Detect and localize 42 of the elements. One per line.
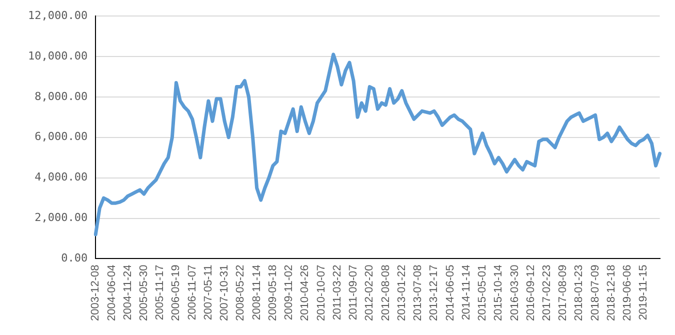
x-tick-label: 2006-05-19: [170, 264, 182, 322]
y-tick-label: 0.00: [61, 252, 88, 265]
x-tick-label: 2011-09-07: [348, 264, 360, 320]
y-tick-label: 12,000.00: [28, 8, 88, 22]
x-tick-label: 2009-11-02: [283, 264, 296, 320]
x-tick-label: 2018-01-23: [573, 264, 586, 322]
x-tick-label: 2019-11-15: [638, 264, 650, 320]
y-tick-label: 8,000.00: [34, 90, 88, 103]
x-tick-label: 2007-10-31: [218, 264, 231, 322]
x-tick-label: 2018-07-09: [589, 264, 602, 322]
x-tick-label: 2014-11-14: [460, 264, 472, 320]
x-tick-label: 2010-04-26: [299, 264, 312, 322]
x-tick-label: 2018-12-18: [605, 264, 618, 322]
x-tick-label: 2004-06-04: [106, 264, 118, 322]
x-tick-label: 2013-07-08: [412, 264, 424, 322]
x-tick-label: 2009-05-18: [266, 264, 279, 322]
x-tick-label: 2016-03-30: [508, 264, 521, 322]
x-tick-label: 2013-01-22: [396, 264, 408, 322]
x-tick-label: 2005-11-17: [154, 264, 166, 320]
x-tick-label: 2014-06-05: [444, 264, 456, 322]
x-tick-label: 2008-11-14: [250, 264, 263, 320]
x-tick-label: 2012-02-20: [364, 264, 376, 322]
y-tick-label: 4,000.00: [34, 170, 88, 184]
x-tick-label: 2012-08-08: [380, 264, 392, 322]
x-tick-label: 2010-10-07: [315, 264, 328, 322]
x-tick-label: 2011-03-22: [331, 264, 344, 320]
x-tick-label: 2005-05-30: [138, 264, 150, 322]
x-tick-label: 2007-05-11: [202, 264, 214, 320]
x-tick-label: 2016-09-12: [524, 264, 537, 322]
x-tick-label: 2015-05-01: [476, 264, 489, 322]
x-tick-label: 2017-08-09: [557, 264, 570, 322]
x-tick-label: 2019-06-06: [622, 264, 634, 322]
x-tick-label: 2008-05-22: [234, 264, 247, 322]
y-tick-label: 10,000.00: [28, 49, 88, 62]
x-tick-label: 2013-12-17: [428, 264, 440, 322]
x-tick-label: 2015-10-14: [492, 264, 505, 322]
x-tick-label: 2003-12-08: [90, 264, 102, 322]
x-tick-label: 2004-11-24: [122, 264, 134, 320]
x-tick-label: 2017-02-23: [540, 264, 553, 322]
y-tick-label: 2,000.00: [34, 211, 88, 224]
x-tick-label: 2006-11-07: [186, 264, 198, 320]
y-tick-label: 6,000.00: [34, 130, 88, 144]
